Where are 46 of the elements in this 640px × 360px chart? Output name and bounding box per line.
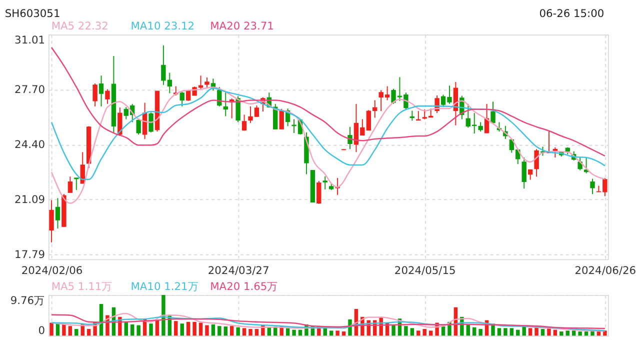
line-series [50, 46, 606, 157]
chart-title: SH603051 [4, 7, 60, 20]
candlestick [49, 200, 54, 243]
y-tick-label: 9.76万 [10, 294, 46, 308]
y-tick-label: 0 [38, 324, 46, 338]
candlestick [590, 178, 595, 195]
y-tick-label: 24.40 [14, 138, 46, 151]
y-tick-label: 21.09 [14, 192, 46, 206]
y-tick-label: 27.70 [14, 82, 46, 96]
candlestick [534, 148, 539, 178]
x-tick-label: 2024/06/26 [574, 264, 636, 278]
candlestick [478, 122, 483, 132]
candlestick [105, 88, 110, 104]
candlestick [136, 118, 141, 135]
candlestick [410, 110, 415, 122]
candlestick [55, 198, 60, 230]
candlestick [223, 92, 228, 117]
candlestick [316, 180, 322, 204]
text: MA10 23.12 [130, 20, 195, 33]
candlestick [217, 86, 222, 107]
candlestick [92, 82, 98, 107]
text: MA20 1.65万 [210, 280, 278, 294]
candlestick [578, 156, 582, 171]
text: MA20 23.71 [210, 20, 274, 33]
candlestick [416, 110, 421, 121]
candlestick [180, 91, 184, 107]
candlestick [522, 156, 526, 190]
x-tick-label: 2024/02/06 [21, 264, 83, 278]
candlestick [68, 176, 73, 194]
candlestick [74, 177, 79, 191]
candlestick [528, 169, 533, 180]
x-tick-label: 2024/03/27 [208, 264, 270, 278]
candlestick [242, 114, 247, 131]
text: MA5 22.32 [51, 20, 108, 33]
text: 06-26 15:00 [539, 7, 604, 20]
candlestick [279, 108, 284, 130]
candlestick [484, 103, 490, 134]
text: MA10 1.21万 [130, 280, 199, 294]
y-tick-label: 17.79 [14, 248, 46, 261]
candlestick [322, 176, 328, 190]
text: MA5 1.11万 [51, 280, 113, 294]
candlestick [148, 112, 154, 133]
candlestick [98, 75, 104, 107]
candlestick [80, 152, 85, 184]
y-tick-label: 31.01 [14, 34, 46, 47]
x-tick-label: 2024/05/15 [394, 264, 456, 278]
